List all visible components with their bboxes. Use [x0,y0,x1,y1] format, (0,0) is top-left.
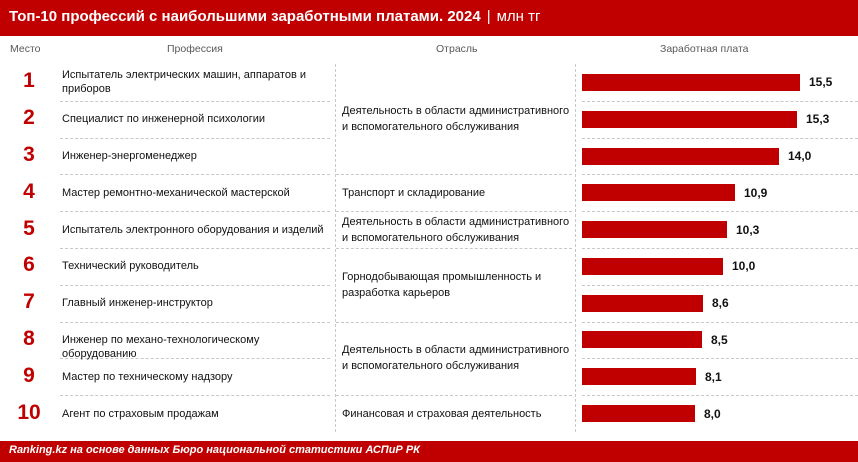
row-separator [582,138,858,139]
rank-number: 2 [23,106,35,129]
profession-label: Мастер ремонтно-механической мастерской [62,187,290,199]
salary-value-label: 10,0 [732,259,756,273]
profession-label: Инженер-энергоменеджер [62,150,197,162]
row-separator [60,322,330,323]
salary-bar [582,405,695,422]
salary-value-label: 10,9 [744,186,768,200]
industry-separator [336,322,572,323]
industry-separator [336,248,572,249]
salary-bar [582,221,727,238]
row-separator [582,174,858,175]
column-header-industry: Отрасль [436,43,478,55]
salary-value-label: 10,3 [736,223,760,237]
column-separator [575,64,576,432]
row-separator [582,248,858,249]
row-separator [582,395,858,396]
row-separator [582,211,858,212]
source-footer: Ranking.kz на основе данных Бюро национа… [0,441,858,462]
salary-bar [582,258,723,275]
column-separator [335,64,336,432]
column-header-salary: Заработная плата [660,43,749,55]
profession-label: Главный инженер-инструктор [62,297,213,309]
row-separator [582,285,858,286]
row-separator [60,101,330,102]
row-separator [60,211,330,212]
rank-number: 5 [23,217,35,240]
salary-value-label: 8,6 [712,296,729,310]
profession-label: Технический руководитель [62,260,199,272]
salary-bar [582,148,779,165]
industry-label: Горнодобывающая промышленность и разрабо… [342,271,542,299]
rank-number: 9 [23,364,35,387]
row-separator [60,138,330,139]
column-header-rank: Место [10,43,41,55]
rank-number: 3 [23,143,35,166]
industry-separator [336,211,572,212]
rank-number: 6 [23,253,35,276]
industry-label: Деятельность в области административного… [342,216,570,244]
unit-label: млн тг [496,8,541,25]
chart-title: Топ-10 профессий с наибольшими заработны… [9,8,481,25]
salary-bar [582,331,702,348]
salary-bar [582,111,797,128]
profession-label: Мастер по техническому надзору [62,371,233,383]
row-separator [60,285,330,286]
salary-value-label: 14,0 [788,149,812,163]
row-separator [60,358,330,359]
profession-label: Специалист по инженерной психологии [62,113,266,125]
industry-label: Деятельность в области административного… [342,344,570,372]
industry-label: Финансовая и страховая деятельность [342,408,542,420]
source-text: Ranking.kz на основе данных Бюро национа… [9,444,420,456]
industry-label: Деятельность в области административного… [342,105,570,133]
row-separator [582,101,858,102]
salary-bar [582,184,735,201]
salary-value-label: 15,3 [806,112,830,126]
profession-label: Испытатель электронного оборудования и и… [62,224,324,236]
industry-label: Транспорт и складирование [342,187,486,199]
rank-number: 7 [23,290,35,313]
salary-value-label: 8,0 [704,407,721,421]
row-separator [60,174,330,175]
profession-label: Агент по страховым продажам [62,408,219,420]
column-header-profession: Профессия [167,43,223,55]
salary-bar [582,74,800,91]
salary-value-label: 15,5 [809,75,833,89]
industry-separator [336,174,572,175]
title-separator: | [486,8,491,25]
row-separator [60,395,330,396]
rank-number: 4 [23,180,35,203]
row-separator [60,248,330,249]
rank-number: 10 [17,401,41,424]
salary-value-label: 8,5 [711,333,728,347]
rank-number: 1 [23,69,35,92]
industry-separator [336,395,572,396]
chart-title-line: Топ-10 профессий с наибольшими заработны… [9,8,540,25]
salary-value-label: 8,1 [705,370,722,384]
salary-bar [582,295,703,312]
salary-bar [582,368,696,385]
row-separator [582,322,858,323]
chart-header: Топ-10 профессий с наибольшими заработны… [0,0,858,36]
profession-label: Инженер по механо-технологическому обору… [62,334,260,360]
profession-label: Испытатель электрических машин, аппарато… [62,69,306,95]
row-separator [582,358,858,359]
rank-number: 8 [23,327,35,350]
